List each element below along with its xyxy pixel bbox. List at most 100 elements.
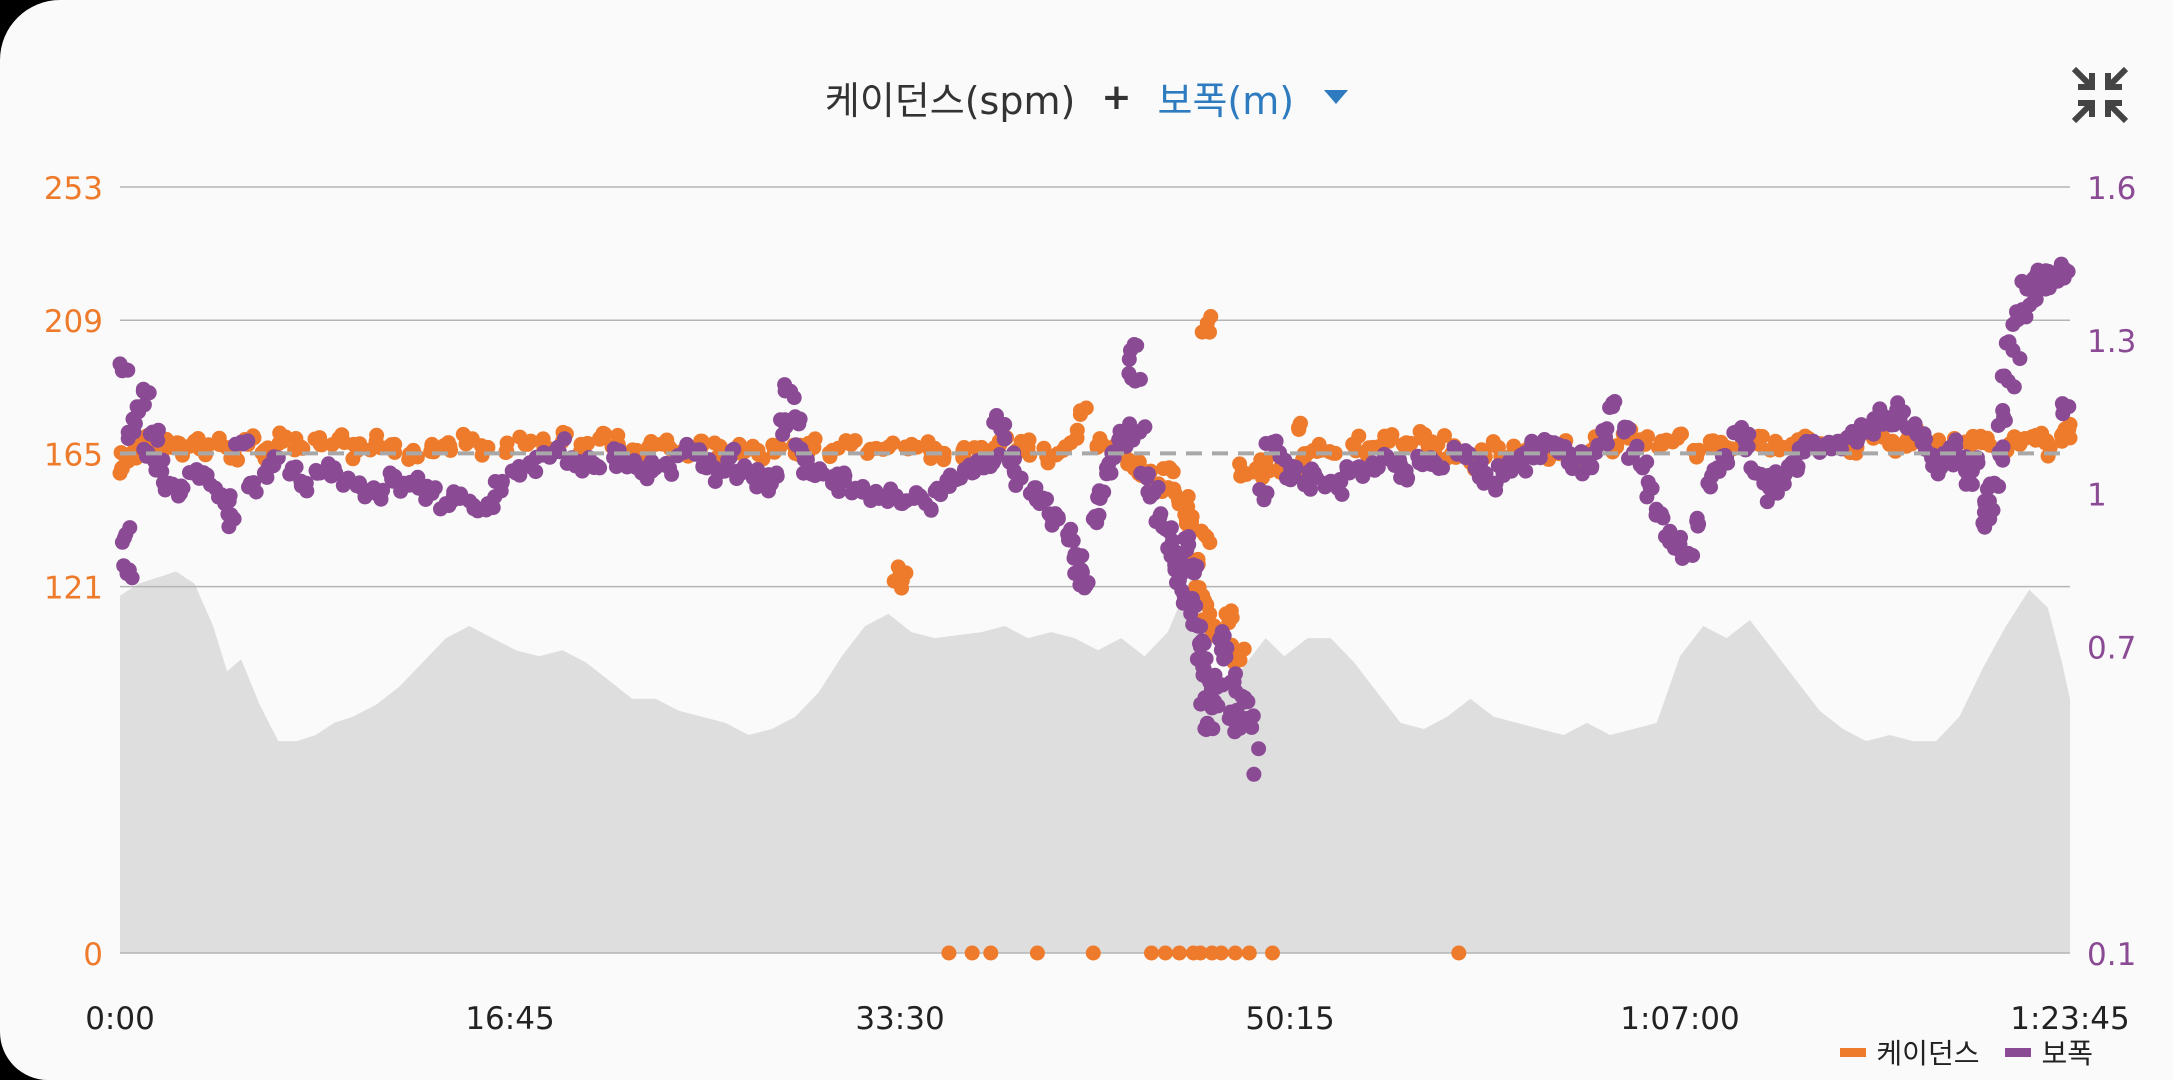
plus-sign: + [1101,76,1132,118]
data-point [462,493,477,509]
data-point [1690,444,1706,460]
data-point [923,502,939,518]
data-point [1191,580,1207,596]
data-point [1743,460,1759,476]
data-point [557,431,572,447]
data-point [1990,418,2006,433]
data-point [1916,426,1932,442]
data-point [1387,458,1403,473]
y-right-tick-label: 0.7 [2087,631,2136,667]
data-point [586,456,602,472]
data-point [1080,575,1096,590]
data-point [1266,438,1282,454]
data-point [559,455,575,471]
legend-swatch-cadence [1840,1047,1867,1057]
data-point [964,945,980,961]
data-point [1202,324,1217,340]
data-point [707,460,723,476]
data-point [765,437,781,453]
data-point [1848,445,1864,461]
data-point [1232,456,1248,472]
data-point [1203,309,1219,324]
data-point [203,477,218,493]
triangle-down-icon[interactable] [1324,90,1349,104]
legend-label-stride: 보폭 [2041,1037,2093,1070]
data-point [1227,945,1243,961]
data-point [324,437,340,453]
data-point [1092,431,1108,447]
data-point [1258,452,1274,468]
data-point [1096,484,1112,500]
data-point [1780,458,1796,474]
x-tick-label: 1:07:00 [1620,1001,1740,1037]
data-point [1008,477,1024,493]
data-point [830,466,846,482]
data-point [788,437,804,453]
x-tick-label: 50:15 [1245,1001,1334,1037]
data-point [393,483,409,499]
data-point [1006,463,1022,479]
data-point [881,439,897,455]
x-tick-label: 33:30 [855,1001,944,1037]
data-point [812,461,828,477]
data-point [259,469,275,485]
data-point [1985,502,2001,518]
data-point [285,463,301,479]
data-point [523,433,539,449]
collapse-arrows-icon[interactable] [2070,65,2130,125]
data-point [2054,396,2070,412]
data-point [927,483,943,499]
data-point [1035,490,1051,506]
data-point [1617,419,1633,435]
legend-label-cadence: 케이던스 [1876,1037,1980,1070]
data-point [272,425,288,441]
data-point [1210,698,1226,714]
data-point [1674,551,1690,566]
data-point [1305,443,1321,458]
data-point [796,465,811,481]
data-point [2039,433,2055,449]
data-point [1223,603,1239,619]
data-point [1246,766,1262,782]
data-point [1063,521,1079,537]
data-point [1213,945,1229,961]
data-point [1232,652,1248,668]
data-point [433,501,448,517]
data-point [1899,420,1915,436]
data-point [880,494,896,509]
data-point [2001,334,2017,350]
secondary-metric-selector[interactable]: 보폭(m) [1157,78,1295,123]
legend-item-stride: 보폭 [2005,1032,2093,1072]
y-right-tick-label: 1.6 [2087,171,2136,207]
data-point [799,452,815,467]
data-point [1486,437,1502,453]
data-point [1239,710,1255,726]
data-point [240,433,256,449]
y-left-tick-label: 121 [44,571,103,607]
data-point [1690,518,1706,534]
data-point [424,438,440,454]
chart-header: 케이던스(spm) + 보폭(m) [0,62,2173,132]
data-point [1964,463,1980,479]
data-point [1726,425,1742,441]
data-point [894,566,910,582]
data-point [1236,694,1252,710]
data-point [155,452,171,468]
data-point [855,479,871,494]
data-point [120,424,136,440]
data-point [575,438,591,454]
data-point [455,426,471,442]
y-left-tick-label: 209 [44,304,103,340]
data-point [485,500,501,516]
data-point [610,427,626,443]
data-point [1958,476,1974,492]
data-point [1144,945,1159,961]
y-right-tick-label: 1.3 [2087,324,2136,360]
data-point [499,444,515,460]
data-point [838,433,854,449]
data-point [1155,519,1170,535]
data-point [1198,694,1214,710]
data-point [1181,529,1197,545]
data-point [1091,507,1107,523]
data-point [1889,406,1905,422]
